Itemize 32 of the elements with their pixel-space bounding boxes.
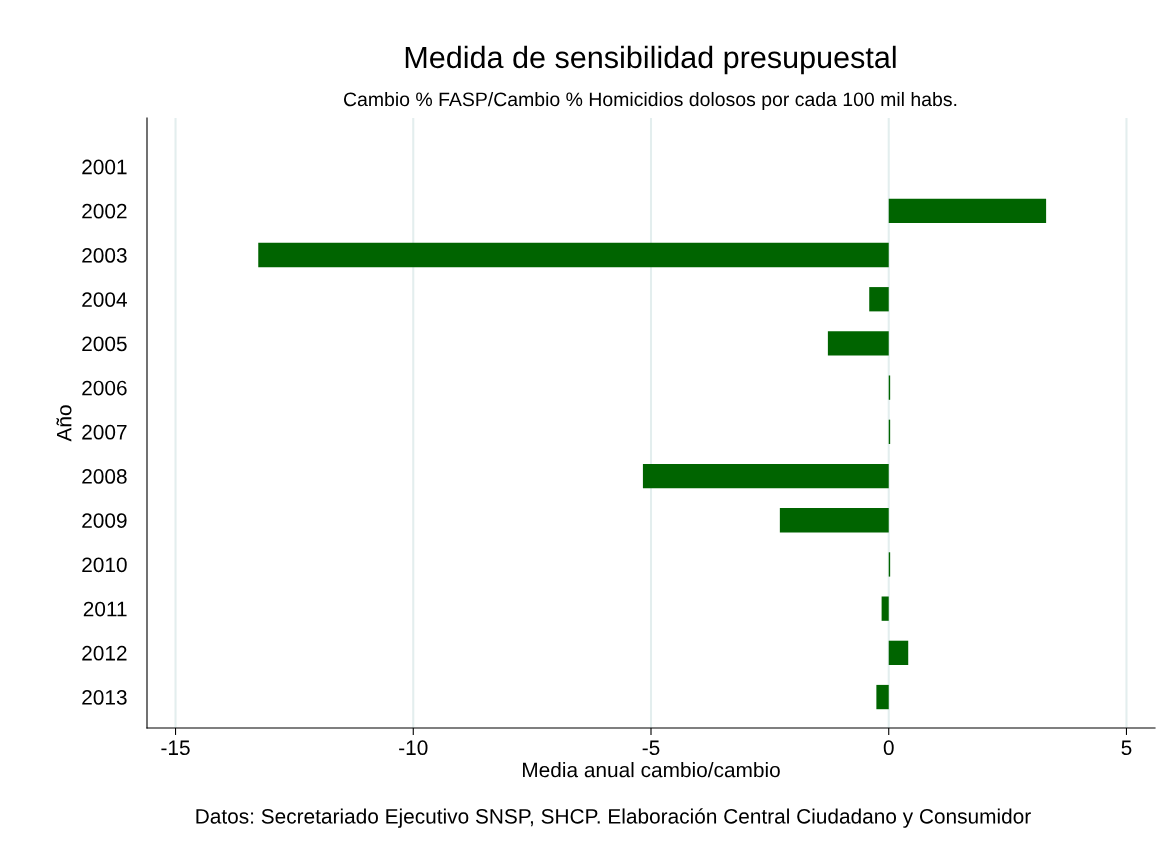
y-tick-label: 2007 bbox=[82, 424, 127, 440]
y-tick-label: 2013 bbox=[82, 690, 127, 705]
bar bbox=[827, 331, 889, 356]
x-tick-label: -5 bbox=[642, 740, 660, 756]
x-tick-label: 5 bbox=[1121, 740, 1132, 756]
y-tick-label: 2009 bbox=[82, 513, 127, 528]
bar bbox=[642, 463, 889, 489]
y-axis-title: Año bbox=[56, 405, 72, 442]
x-axis-title: Media anual cambio/cambio bbox=[523, 762, 780, 778]
y-tick-label: 2010 bbox=[82, 557, 127, 573]
bar bbox=[876, 684, 889, 710]
bar bbox=[888, 640, 909, 666]
text: Datos: Secretariado Ejecutivo SNSP, SHCP. Elaboración Central Ciudadano y Consumidor bbox=[196, 808, 1031, 828]
x-tick-label: -15 bbox=[161, 740, 190, 756]
bar bbox=[888, 198, 1047, 223]
bar bbox=[779, 508, 889, 533]
y-tick-label: 2002 bbox=[82, 203, 127, 219]
y-tick-label: 2004 bbox=[82, 292, 127, 307]
bar bbox=[881, 596, 889, 621]
y-tick-label: 2005 bbox=[82, 336, 127, 352]
x-tick-label: -10 bbox=[399, 740, 428, 756]
chart-subtitle: Cambio % FASP/Cambio % Homicidios dolosos por cada 100 mil habs. bbox=[343, 91, 957, 111]
chart-title: Medida de sensibilidad presupuestal bbox=[405, 45, 896, 75]
y-tick-label: 2012 bbox=[82, 645, 127, 661]
y-tick-label: 2008 bbox=[82, 469, 127, 484]
y-tick-label: 2001 bbox=[82, 159, 127, 175]
bar bbox=[869, 287, 889, 312]
y-tick-label: 2011 bbox=[83, 601, 127, 617]
y-tick-label: 2006 bbox=[82, 380, 127, 396]
bar bbox=[258, 242, 889, 268]
x-tick-label: 0 bbox=[883, 740, 894, 756]
y-tick-label: 2003 bbox=[82, 248, 127, 263]
